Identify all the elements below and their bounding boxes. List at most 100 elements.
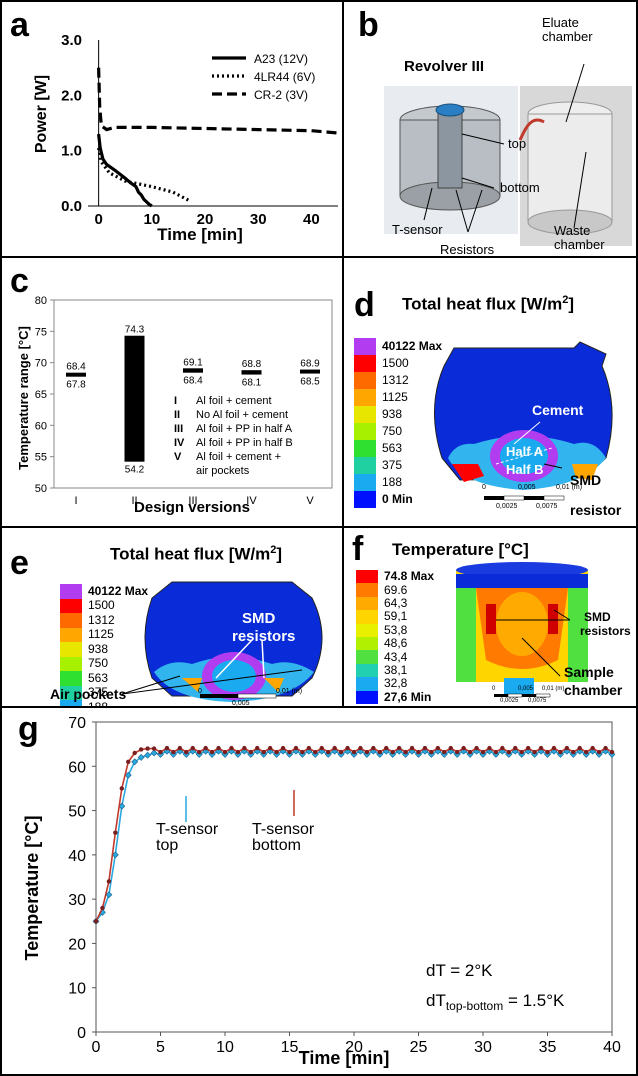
- data-point: [595, 750, 603, 758]
- legend-num: IV: [174, 437, 185, 449]
- x-tick-label: 40: [603, 1039, 621, 1056]
- y-tick-label: 10: [68, 981, 86, 998]
- data-point: [389, 750, 397, 758]
- ruler-label: 0,01 (m): [556, 484, 583, 491]
- ruler-label: 0,01 (m): [542, 686, 565, 692]
- legend-label: A23 (12V): [254, 52, 308, 66]
- data-point: [131, 758, 139, 766]
- x-tick-label: 20: [345, 1039, 363, 1056]
- scale-label: 750: [382, 424, 403, 439]
- x-tick-label: 10: [216, 1039, 234, 1056]
- data-point: [216, 745, 221, 751]
- scale-swatch: [60, 627, 82, 642]
- scale-label: 750: [88, 656, 109, 671]
- title-sup: 2: [562, 294, 569, 306]
- legend-num: I: [174, 395, 178, 407]
- callout-bottom: bottom: [500, 180, 540, 195]
- data-point: [197, 749, 202, 755]
- data-point: [345, 745, 350, 751]
- data-point: [150, 749, 158, 757]
- x-tick-label: 5: [156, 1039, 165, 1056]
- data-point: [545, 749, 550, 755]
- data-point: [171, 749, 176, 755]
- data-point: [144, 751, 152, 759]
- scale-swatch: [60, 656, 82, 671]
- data-point: [137, 754, 145, 761]
- data-point: [242, 745, 247, 751]
- power-chart: Power [W] Time [min] 0 10 20 30 40 0.0 1.0 2.0 3…: [33, 32, 339, 244]
- scale-label: 563: [88, 670, 109, 685]
- data-point: [145, 746, 150, 751]
- x-tick-label: 0: [92, 1039, 101, 1056]
- data-point: [351, 749, 357, 755]
- data-point: [440, 750, 448, 758]
- data-point: [487, 745, 492, 751]
- x-tick-label: 40: [303, 211, 320, 228]
- data-point: [466, 750, 474, 758]
- data-point: [164, 745, 170, 751]
- scale-swatch: [354, 406, 376, 423]
- data-point: [235, 749, 241, 755]
- data-point: [313, 749, 318, 755]
- x-axis-label: Time [min]: [157, 225, 243, 244]
- range-high-label: 68.8: [242, 359, 262, 370]
- y-tick-label: 20: [68, 936, 86, 953]
- data-point: [582, 750, 590, 758]
- x-tick-label: 15: [281, 1039, 299, 1056]
- data-point: [358, 745, 363, 751]
- x-tick-label: III: [188, 495, 197, 507]
- data-point: [403, 749, 408, 755]
- data-point: [203, 745, 208, 751]
- figure-title: Temperature [°C]: [392, 540, 529, 559]
- legend-row: air pockets: [174, 464, 293, 478]
- data-point: [538, 745, 544, 751]
- data-point: [319, 745, 324, 751]
- revolver-photo: [384, 63, 632, 246]
- data-point: [596, 749, 602, 755]
- scale-label: 1125: [88, 627, 114, 642]
- data-point: [415, 750, 422, 758]
- series-line: [97, 67, 339, 135]
- data-point: [280, 745, 286, 751]
- ruler-label: 0,0075: [528, 698, 547, 704]
- data-point: [111, 851, 119, 859]
- legend-row: III Al foil + PP in half A: [174, 422, 293, 436]
- ruler-label: 0: [492, 686, 496, 692]
- data-point: [208, 750, 216, 758]
- dt-sub: top-bottom: [446, 999, 503, 1013]
- data-point: [448, 745, 453, 751]
- range-bar: [66, 372, 86, 377]
- panel-d: d Total heat flux [W/m2] 40122 Max 1500 13…: [342, 256, 638, 528]
- data-point: [300, 749, 305, 755]
- dt-value: = 1.5°K: [503, 991, 565, 1010]
- annotation-top-a: T-sensor: [156, 821, 219, 838]
- data-point: [182, 750, 190, 758]
- data-point: [190, 745, 195, 751]
- panel-label: f: [352, 530, 364, 568]
- data-point: [455, 749, 460, 755]
- legend-text: Al foil + cement: [196, 395, 272, 407]
- data-point: [493, 749, 499, 755]
- range-bar: [241, 370, 262, 375]
- data-point: [274, 749, 279, 755]
- panel-label: a: [10, 6, 29, 44]
- data-point: [396, 745, 402, 751]
- x-axis-label: Design versions: [134, 499, 250, 516]
- data-point: [195, 750, 203, 758]
- data-point: [377, 749, 382, 755]
- scale-swatch: [60, 584, 82, 599]
- callout-waste: Waste chamber: [554, 223, 605, 253]
- scale-swatch: [60, 685, 82, 700]
- data-point: [608, 750, 616, 758]
- data-point: [558, 749, 563, 755]
- range-bar: [300, 369, 320, 374]
- scale-swatch: [356, 583, 378, 597]
- y-tick-label: 50: [35, 483, 47, 495]
- annotation-dt: dT = 2°K: [426, 961, 493, 980]
- data-point: [371, 745, 376, 751]
- scale-swatch: [354, 372, 376, 389]
- y-tick-label: 70: [68, 715, 86, 732]
- data-point: [480, 749, 486, 755]
- panel-c: c Temperature range [°C] Design versions…: [0, 256, 344, 528]
